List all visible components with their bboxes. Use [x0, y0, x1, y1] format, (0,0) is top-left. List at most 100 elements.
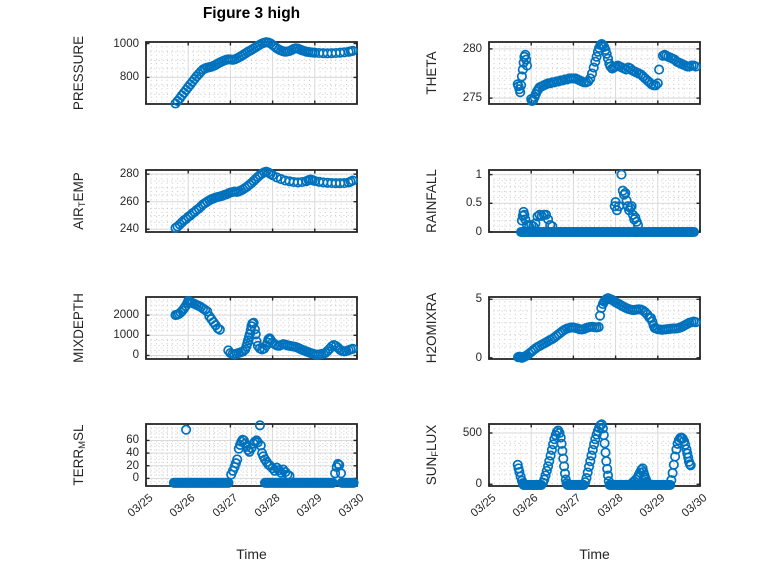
- marker: [685, 460, 696, 471]
- y-axis-label-text: SL: [71, 424, 86, 441]
- marker: [540, 209, 552, 220]
- axes-box: [145, 423, 358, 487]
- y-axis-label-text: MIXDEPTH: [71, 293, 86, 363]
- y-axis-label-text: THETA: [424, 51, 439, 95]
- y-tick-label: 800: [119, 71, 139, 84]
- marker: [545, 450, 556, 461]
- marker: [688, 226, 699, 238]
- marker: [332, 458, 344, 469]
- marker: [514, 466, 525, 478]
- marker: [654, 64, 665, 75]
- x-tick-label: 03/26: [511, 492, 541, 520]
- marker: [593, 322, 604, 333]
- marker: [636, 464, 647, 475]
- tick-marks: [145, 170, 358, 232]
- marker: [618, 189, 630, 200]
- marker: [671, 444, 682, 455]
- marker: [546, 444, 557, 455]
- x-tick-label: 03/30: [679, 492, 710, 520]
- marker: [335, 468, 347, 479]
- marker: [214, 324, 225, 335]
- y-axis-label-text: EMP: [71, 172, 86, 202]
- x-tick-label: 03/29: [637, 492, 668, 520]
- marker: [536, 479, 547, 490]
- marker: [650, 80, 661, 91]
- y-tick-label: 260: [119, 195, 139, 208]
- x-tick-label: 03/27: [553, 492, 584, 520]
- marker: [543, 461, 554, 472]
- x-tick-label: 03/26: [168, 492, 198, 520]
- marker: [586, 68, 598, 79]
- marker: [690, 61, 701, 72]
- marker: [556, 438, 567, 449]
- y-tick-label: 20: [126, 459, 139, 472]
- marker: [521, 60, 533, 71]
- y-tick-label: 500: [462, 427, 482, 440]
- marker: [348, 477, 359, 488]
- x-tick-label: 03/28: [252, 492, 283, 520]
- marker: [223, 477, 234, 488]
- major-grid: [146, 42, 357, 104]
- y-axis-label-subscript: F: [430, 451, 442, 457]
- x-tick-label: 03/25: [468, 492, 499, 520]
- marker: [249, 324, 260, 335]
- minor-grid: [489, 170, 700, 232]
- marker: [559, 461, 570, 472]
- air-temp-series: [170, 166, 358, 233]
- y-tick-label: 60: [126, 434, 139, 447]
- marker: [583, 461, 595, 472]
- subplot-air-temp: [145, 166, 358, 233]
- tick-marks: [145, 42, 358, 104]
- axes-box: [488, 423, 701, 487]
- marker: [616, 169, 627, 180]
- y-tick-label: 280: [462, 42, 482, 55]
- marker: [521, 54, 532, 65]
- marker: [273, 465, 284, 476]
- y-tick-label: 1000: [113, 329, 139, 342]
- x-tick-label: 03/25: [125, 492, 156, 520]
- axes-box: [145, 296, 358, 360]
- pressure-series: [170, 37, 358, 109]
- y-axis-label-subscript: T: [77, 201, 89, 208]
- y-tick-label: 0: [475, 351, 482, 364]
- y-axis-label-subscript: M: [77, 440, 89, 449]
- subplot-mixdepth: [145, 295, 358, 360]
- x-axis-label-right: Time: [579, 546, 610, 562]
- marker: [590, 56, 601, 67]
- marker: [519, 209, 530, 220]
- y-tick-label: 1000: [113, 37, 139, 50]
- marker: [589, 439, 600, 450]
- marker: [520, 49, 531, 60]
- marker: [670, 451, 681, 462]
- y-tick-label: 280: [119, 168, 139, 181]
- y-axis-label-text: RAINFALL: [424, 169, 439, 233]
- axes-box: [145, 41, 358, 105]
- y-tick-label: 0: [475, 478, 482, 491]
- marker: [588, 62, 599, 73]
- subplot-terr-msl: [145, 420, 359, 488]
- mixdepth-series: [170, 295, 358, 360]
- subplot-rainfall: [488, 169, 701, 238]
- x-axis-label-left: Time: [236, 546, 267, 562]
- subplot-sun-flux: [488, 419, 701, 490]
- marker: [665, 479, 676, 490]
- marker: [250, 329, 261, 340]
- y-tick-label: 0: [132, 349, 139, 362]
- subplot-theta: [488, 38, 701, 107]
- marker: [555, 432, 566, 443]
- marker: [330, 468, 341, 479]
- marker: [597, 423, 608, 434]
- y-axis-label-sun-flux: SUNFLUX: [423, 355, 441, 555]
- y-axis-label-text: H2OMIXRA: [424, 292, 439, 364]
- x-tick-label: 03/28: [595, 492, 626, 520]
- terr-msl-series: [168, 420, 359, 488]
- x-tick-label: 03/27: [210, 492, 241, 520]
- marker: [232, 454, 243, 465]
- marker: [602, 463, 613, 474]
- marker: [596, 419, 607, 430]
- marker: [347, 45, 358, 56]
- marker: [347, 343, 358, 354]
- marker: [599, 438, 610, 449]
- marker: [601, 48, 612, 59]
